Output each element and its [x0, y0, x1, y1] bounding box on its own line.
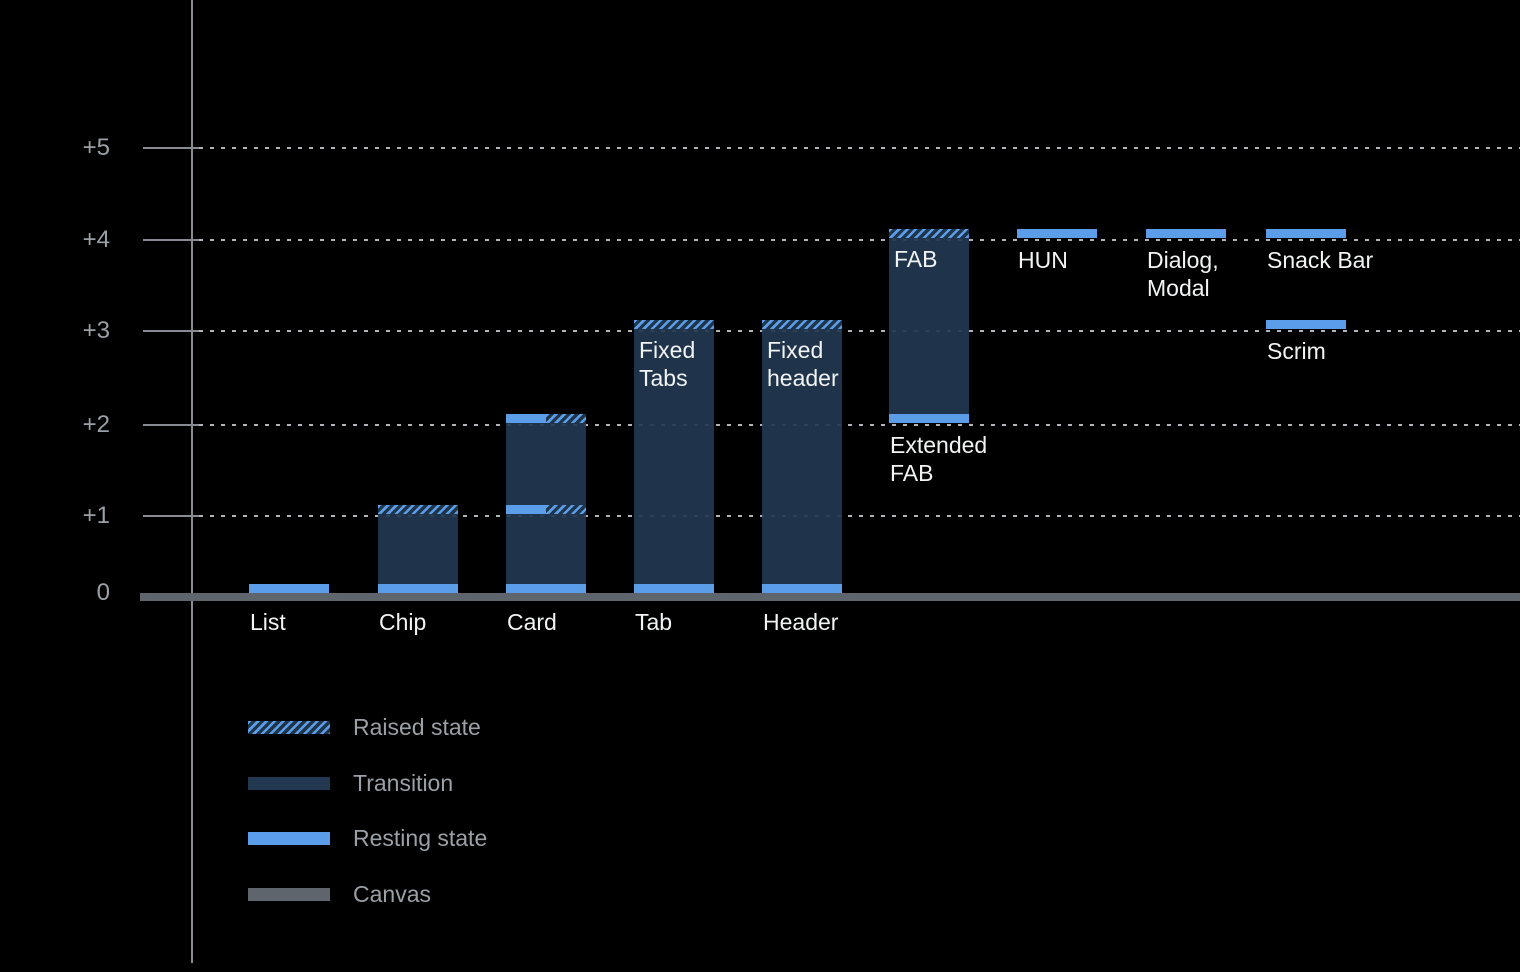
bar-fixed-header-resting	[762, 584, 842, 593]
bar-extended-fab-transition	[889, 238, 969, 414]
bar-list-resting	[249, 584, 329, 593]
legend-item-canvas: Canvas	[248, 880, 431, 908]
legend-item-transition: Transition	[248, 769, 453, 797]
bar-axis-label-list: List	[250, 609, 286, 635]
bar-hun-resting	[1017, 229, 1097, 238]
y-tick-line-3	[143, 330, 199, 332]
legend-swatch-transition	[248, 776, 330, 790]
gridline-3	[199, 330, 1520, 332]
gridline-1	[199, 515, 1520, 517]
bar-below-label-hun: HUN	[1018, 247, 1068, 273]
legend: Raised state Transition Resting state Canva…	[248, 713, 768, 923]
bar-dialog-modal-resting	[1146, 229, 1226, 238]
bar-below-label-snack-bar: Snack Bar	[1267, 247, 1374, 273]
bar-axis-label-chip: Chip	[379, 609, 427, 635]
bar-fixed-tabs-transition	[634, 329, 714, 584]
y-tick-line-5	[143, 147, 199, 149]
bar-fixed-tabs-raised	[634, 320, 714, 329]
bar-card-transition	[506, 514, 586, 584]
legend-swatch-resting	[248, 831, 330, 845]
bar-fixed-header-raised	[762, 320, 842, 329]
legend-label-canvas: Canvas	[353, 880, 431, 907]
legend-item-raised: Raised state	[248, 713, 481, 741]
bar-snack-bar-resting	[1266, 229, 1346, 238]
bar-card-transition	[506, 423, 586, 505]
bar-card-resting	[506, 584, 586, 593]
bar-fixed-header-transition	[762, 329, 842, 584]
legend-label-resting: Resting state	[353, 824, 488, 851]
legend-label-raised: Raised state	[353, 713, 481, 740]
y-tick-line-2	[143, 424, 199, 426]
bar-card-raised-half	[546, 505, 586, 514]
bar-card-resting-half	[506, 414, 546, 423]
y-tick-line-4	[143, 239, 199, 241]
bar-card-resting-half	[506, 505, 546, 514]
bar-axis-label-fixed-tabs: Tab	[635, 609, 673, 635]
y-tick-line-1	[143, 515, 199, 517]
legend-swatch-canvas	[248, 887, 330, 901]
y-axis-line	[191, 0, 193, 963]
bar-axis-label-card: Card	[507, 609, 557, 635]
canvas-baseline	[140, 593, 1520, 601]
gridline-2	[199, 424, 1520, 426]
y-tick-label-4: +4	[82, 226, 110, 253]
bar-fixed-tabs-resting	[634, 584, 714, 593]
bar-chip-raised	[378, 505, 458, 514]
legend-label-transition: Transition	[353, 769, 454, 796]
bar-inner-label-fixed-header: Fixed header	[767, 337, 839, 391]
legend-swatch-raised	[248, 720, 330, 734]
bar-inner-label-fixed-tabs: Fixed Tabs	[639, 337, 696, 391]
gridline-4	[199, 239, 1520, 241]
bar-extended-fab-resting	[889, 414, 969, 423]
bar-inner-label-extended-fab: FAB	[894, 246, 938, 272]
legend-item-resting: Resting state	[248, 824, 487, 852]
gridline-5	[199, 147, 1520, 149]
bar-axis-label-fixed-header: Header	[763, 609, 839, 635]
y-tick-label-2: +2	[82, 411, 110, 438]
bar-below-label-dialog-modal: Dialog, Modal	[1147, 247, 1219, 301]
bar-chip-resting	[378, 584, 458, 593]
bar-below-label-extended-fab: Extended FAB	[890, 432, 988, 486]
y-tick-label-1: +1	[82, 502, 110, 529]
bar-below-label-scrim: Scrim	[1267, 338, 1326, 364]
bar-card-raised-half	[546, 414, 586, 423]
bar-extended-fab-raised	[889, 229, 969, 238]
bar-scrim-resting	[1266, 320, 1346, 329]
bar-chip-transition	[378, 514, 458, 584]
y-tick-label-5: +5	[82, 134, 110, 161]
y-tick-label-3: +3	[82, 317, 110, 344]
y-tick-label-0: 0	[96, 579, 110, 606]
